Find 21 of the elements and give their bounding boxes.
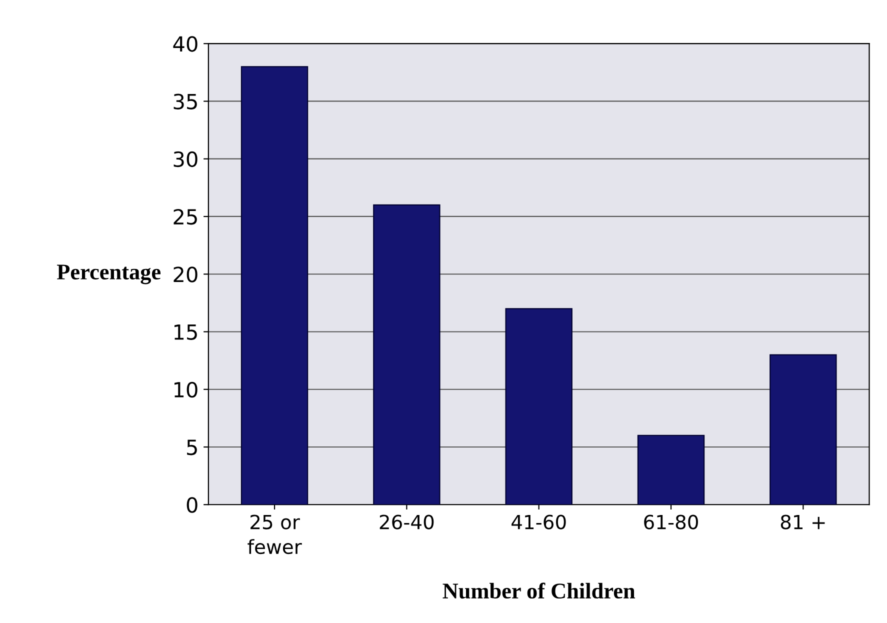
bar: [637, 434, 705, 505]
y-axis-title: Percentage: [56, 264, 161, 284]
y-tick-label: 5: [187, 440, 197, 456]
x-tick-label: 81 +: [780, 514, 825, 530]
x-tick-label: 25 or fewer: [248, 514, 302, 554]
x-tick-label: 26-40: [380, 514, 434, 530]
y-tick-label: 15: [174, 324, 197, 340]
y-tick-label: 10: [174, 382, 198, 398]
y-tick-label: 20: [174, 266, 198, 282]
bar: [373, 204, 440, 505]
bar: [240, 66, 308, 505]
y-tick-label: 0: [186, 497, 198, 513]
x-axis-title: Number of Children: [442, 582, 636, 599]
bar: [770, 354, 837, 505]
x-tick-label: 41-60: [512, 514, 566, 530]
y-tick-label: 25: [174, 208, 197, 225]
y-tick-label: 40: [173, 36, 198, 52]
x-tick-label: 61-80: [644, 514, 698, 530]
y-tick-label: 30: [174, 151, 198, 168]
bar: [505, 308, 572, 505]
y-tick-label: 35: [174, 94, 197, 110]
